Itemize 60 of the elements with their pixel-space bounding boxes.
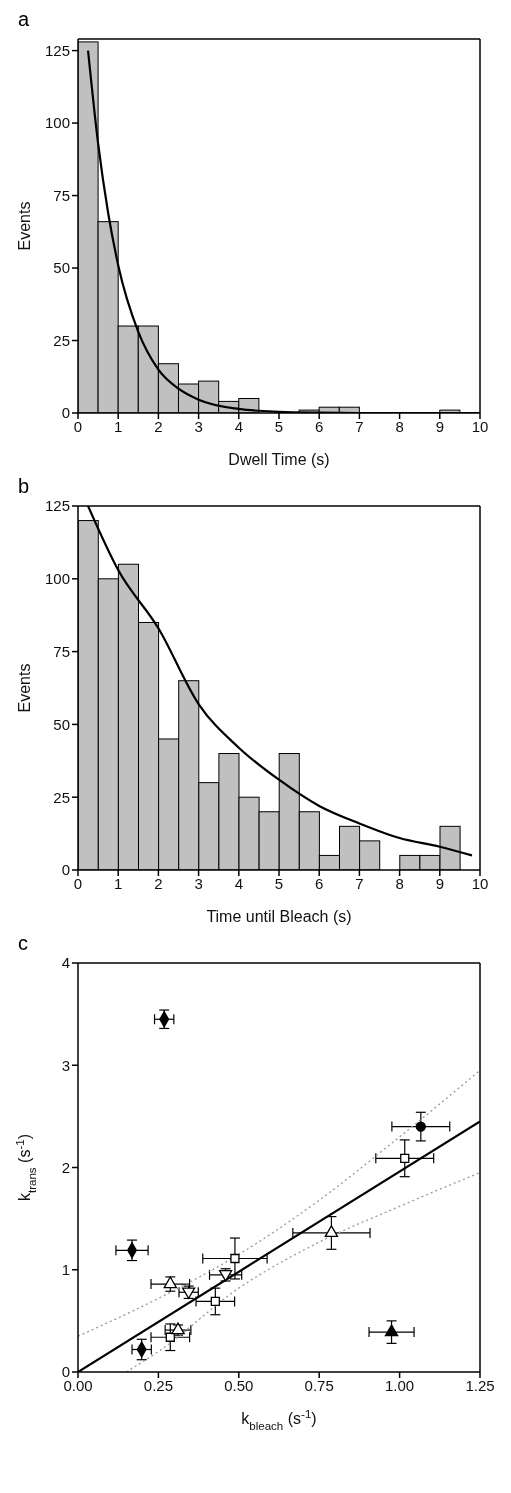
point [384,1324,399,1337]
line-series [78,1069,480,1337]
x-tick-label: 4 [234,417,243,435]
x-tick-label: 3 [194,417,203,435]
point [324,1225,339,1238]
x-tick-label: 0 [73,417,83,435]
x-tick-label: 10 [471,417,489,435]
x-tick-label: 0.50 [224,1376,254,1394]
y-tick-label: 100 [44,570,70,588]
x-tick-label: 3 [194,874,203,892]
x-tick-label: 5 [274,874,284,892]
y-tick-label: 75 [53,186,70,204]
y-tick-label: 1 [61,1261,70,1279]
y-tick-label: 4 [61,954,70,972]
x-tick-label: 0.25 [143,1376,173,1394]
x-axis-title: Time until Bleach (s) [206,908,352,925]
x-tick-label: 7 [355,874,364,892]
point [400,1153,410,1163]
y-axis-title: Events [16,663,33,713]
chart-title: a [17,8,31,30]
x-tick-label: 2 [154,417,163,435]
y-tick-label: 0 [61,404,70,422]
x-tick-label: 8 [395,417,404,435]
x-tick-label: 10 [471,874,489,892]
x-tick-label: 1.25 [465,1376,495,1394]
x-axis-title: k$_{bleach}$ (s$^{-1}$) [241,1408,317,1432]
y-tick-label: 125 [44,41,70,59]
x-tick-label: 2 [154,874,163,892]
chart-title: c [17,932,29,954]
y-tick-label: 50 [53,259,70,277]
x-tick-label: 8 [395,874,404,892]
point [210,1296,220,1307]
x-tick-label: 1 [114,874,123,892]
chart-title: b [17,475,31,497]
point [230,1253,240,1264]
x-tick-label: 7 [355,417,364,435]
x-tick-label: 1 [114,417,123,435]
x-tick-label: 6 [315,874,324,892]
y-tick-label: 0 [61,861,70,879]
y-tick-label: 75 [53,642,70,660]
x-tick-label: 1.00 [385,1376,415,1394]
x-tick-label: 4 [234,874,243,892]
y-tick-label: 50 [53,715,70,733]
y-tick-label: 3 [61,1056,70,1074]
x-axis-title: Dwell Time (s) [228,451,330,468]
x-tick-label: 9 [435,874,444,892]
point [165,1332,175,1342]
y-tick-label: 125 [44,497,70,515]
x-tick-label: 6 [315,417,324,435]
x-tick-label: 0 [73,874,83,892]
x-tick-label: 5 [274,417,284,435]
y-axis-title: Events [16,201,33,251]
y-tick-label: 100 [44,114,70,132]
point [415,1121,426,1132]
y-tick-label: 25 [53,788,70,806]
y-tick-label: 2 [61,1158,70,1176]
y-tick-label: 25 [53,331,70,349]
x-tick-label: 9 [435,417,444,435]
x-tick-label: 0.75 [304,1376,334,1394]
line-series [125,1171,480,1372]
